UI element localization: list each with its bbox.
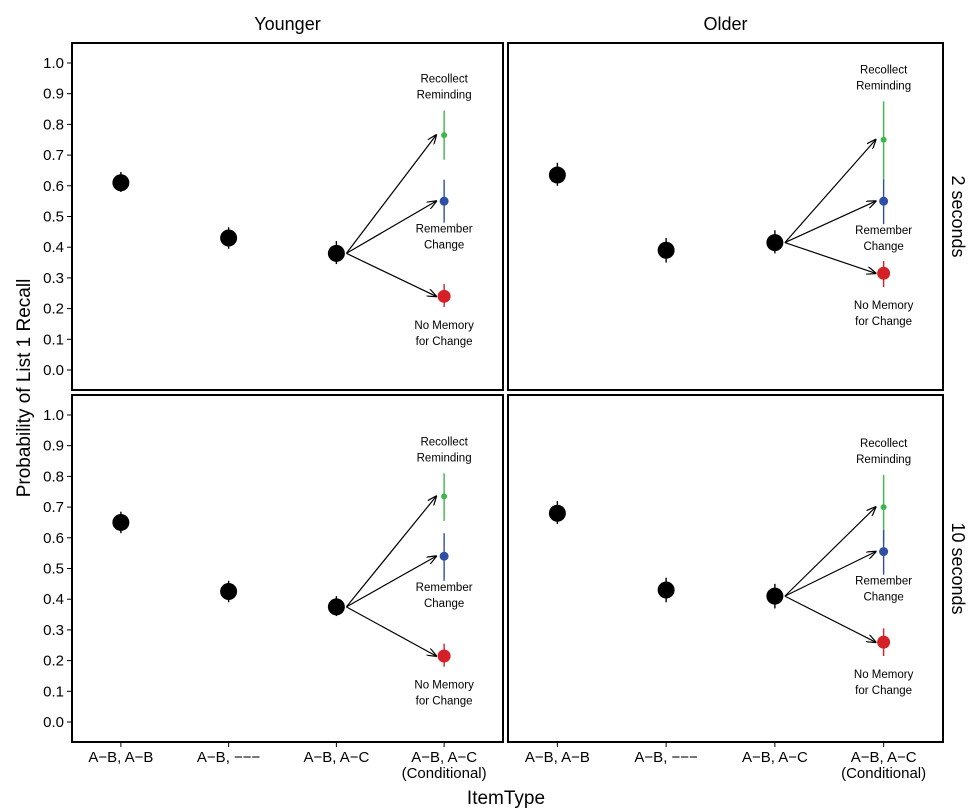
- arrow-recollect: [345, 135, 436, 254]
- data-point: [657, 581, 675, 599]
- annotation-no-memory: No Memory for Change: [854, 300, 914, 328]
- data-point-nomemory: [437, 649, 451, 663]
- x-tick-label: A−B, A−C: [303, 749, 369, 766]
- annotation-recollect-reminding: Recollect Reminding: [417, 436, 472, 464]
- data-point: [657, 241, 675, 259]
- annotation-no-memory: No Memory for Change: [414, 320, 474, 348]
- x-axis-title: ItemType: [467, 788, 545, 809]
- y-tick-label: 0.8: [43, 468, 64, 485]
- data-point: [548, 504, 566, 522]
- y-tick-label: 0.5: [43, 561, 64, 578]
- data-point-remember: [879, 196, 889, 206]
- column-strip-label: Younger: [254, 14, 320, 34]
- arrow-remember: [784, 552, 876, 597]
- y-tick-label: 0.6: [43, 178, 64, 195]
- y-tick-label: 0.6: [43, 530, 64, 547]
- x-tick-label: A−B, A−B: [525, 749, 590, 766]
- arrow-nomemory: [346, 606, 436, 656]
- x-tick-label: A−B, A−C (Conditional): [841, 749, 926, 782]
- annotation-remember-change: Remember Change: [416, 224, 473, 252]
- arrow-nomemory: [784, 595, 876, 642]
- panel-frame: [507, 394, 944, 743]
- data-point: [220, 583, 238, 601]
- arrow-recollect: [784, 140, 876, 243]
- y-tick-label: 0.1: [43, 683, 64, 700]
- annotation-remember-change: Remember Change: [855, 225, 912, 253]
- x-tick-label: A−B, −−−: [634, 749, 698, 766]
- annotation-recollect-reminding: Recollect Reminding: [856, 438, 911, 466]
- y-tick-label: 1.0: [43, 55, 64, 72]
- data-point: [548, 166, 566, 184]
- data-point-recollect: [441, 493, 448, 500]
- annotation-no-memory: No Memory for Change: [414, 680, 474, 708]
- annotation-recollect-reminding: Recollect Reminding: [417, 74, 472, 102]
- panel-frame: [507, 42, 944, 391]
- arrow-remember: [346, 201, 436, 254]
- y-tick-label: 0.7: [43, 147, 64, 164]
- data-point: [766, 587, 784, 605]
- y-tick-label: 0.5: [43, 209, 64, 226]
- plot-area: Younger Older 2 seconds 10 seconds 0.0 0.1 0.2…: [43, 14, 968, 782]
- data-point: [327, 598, 345, 616]
- annotation-remember-change: Remember Change: [416, 582, 473, 610]
- data-point: [220, 229, 238, 247]
- y-tick-label: 0.3: [43, 270, 64, 287]
- arrow-recollect: [784, 507, 876, 597]
- x-tick-label: A−B, A−C: [742, 749, 808, 766]
- data-point: [112, 513, 130, 531]
- y-tick-label: 0.4: [43, 239, 64, 256]
- data-point-remember: [439, 196, 449, 206]
- annotation-no-memory: No Memory for Change: [854, 669, 914, 697]
- panel-older-2-seconds: Recollect Reminding Remember Change No Memor…: [548, 64, 914, 328]
- data-point-nomemory: [437, 289, 451, 303]
- annotation-remember-change: Remember Change: [855, 576, 912, 604]
- arrow-nomemory: [784, 242, 876, 274]
- x-tick-label: A−B, A−C (Conditional): [402, 749, 487, 782]
- y-tick-label: 0.7: [43, 499, 64, 516]
- y-tick-label: 0.4: [43, 591, 64, 608]
- panel-younger-10-seconds: Recollect Reminding Remember Change No Memor…: [112, 436, 474, 708]
- column-strip-label: Older: [703, 14, 747, 34]
- panel-older-10-seconds: Recollect Reminding Remember Change No Memor…: [548, 438, 914, 697]
- row-strip-label: 10 seconds: [948, 522, 968, 614]
- data-point-recollect: [880, 136, 887, 143]
- data-point: [327, 244, 345, 262]
- annotation-recollect-reminding: Recollect Reminding: [856, 64, 911, 92]
- y-tick-label: 0.9: [43, 86, 64, 103]
- data-point-recollect: [880, 504, 887, 511]
- arrow-nomemory: [346, 252, 436, 296]
- y-tick-label: 0.2: [43, 301, 64, 318]
- data-point-recollect: [441, 132, 448, 139]
- row-strip-label: 2 seconds: [948, 175, 968, 257]
- y-tick-label: 0.3: [43, 622, 64, 639]
- x-tick-label: A−B, −−−: [197, 749, 261, 766]
- data-point: [766, 234, 784, 252]
- x-tick-label: A−B, A−B: [88, 749, 153, 766]
- arrow-recollect: [345, 496, 436, 608]
- arrow-remember: [346, 556, 436, 608]
- data-point-nomemory: [877, 266, 891, 280]
- data-point: [112, 174, 130, 192]
- y-tick-label: 1.0: [43, 407, 64, 424]
- y-tick-label: 0.2: [43, 653, 64, 670]
- y-tick-label: 0.8: [43, 116, 64, 133]
- data-point-remember: [439, 551, 449, 561]
- data-point-nomemory: [877, 635, 891, 649]
- y-axis-title: Probability of List 1 Recall: [14, 279, 35, 498]
- y-tick-label: 0.0: [43, 362, 64, 379]
- data-point-remember: [879, 547, 889, 557]
- y-tick-label: 0.0: [43, 714, 64, 731]
- y-tick-label: 0.9: [43, 438, 64, 455]
- arrow-remember: [784, 201, 876, 244]
- panel-younger-2-seconds: Recollect Reminding Remember Change No Memor…: [112, 74, 474, 348]
- y-tick-label: 0.1: [43, 331, 64, 348]
